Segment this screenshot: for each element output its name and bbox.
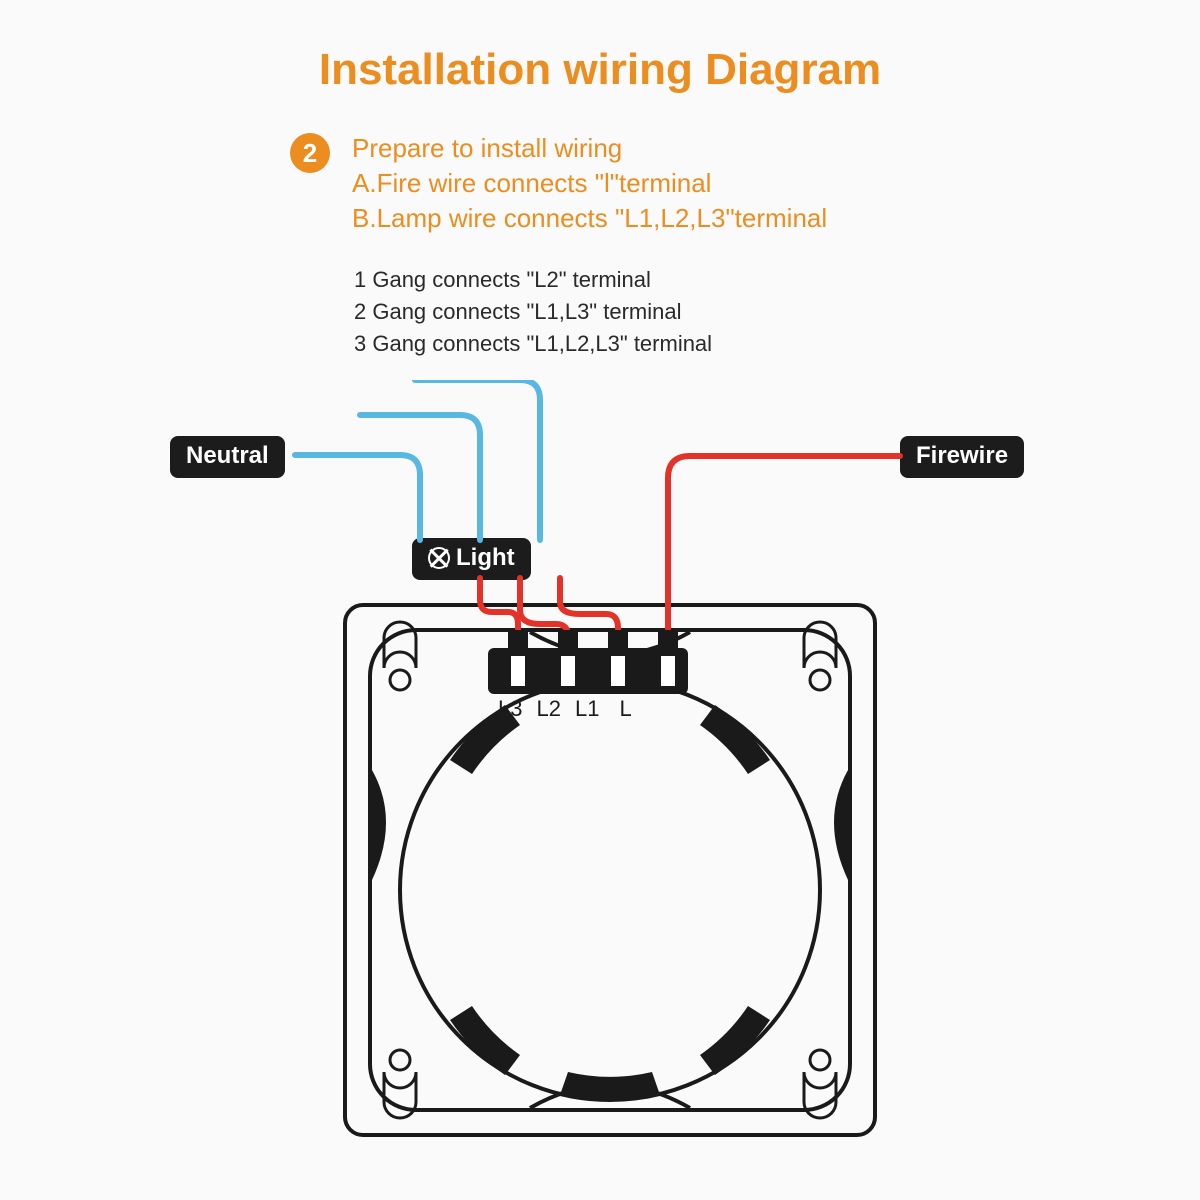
gang-line-3: 3 Gang connects "L1,L2,L3" terminal — [354, 328, 1200, 360]
step-heading: Prepare to install wiring — [352, 131, 827, 166]
terminal-labels: L3 L2 L1 L — [498, 696, 632, 722]
page-title: Installation wiring Diagram — [0, 0, 1200, 95]
step-text: Prepare to install wiring A.Fire wire co… — [352, 131, 827, 236]
wiring-diagram: Neutral Light Firewire L3 L2 L1 L — [100, 380, 1100, 1140]
step-number-badge: 2 — [290, 133, 330, 173]
terminal-l1: L1 — [575, 696, 599, 722]
gang-line-2: 2 Gang connects "L1,L3" terminal — [354, 296, 1200, 328]
diagram-svg — [100, 380, 1100, 1140]
terminal-l3: L3 — [498, 696, 522, 722]
step-block: 2 Prepare to install wiring A.Fire wire … — [290, 131, 1200, 236]
gang-notes: 1 Gang connects "L2" terminal 2 Gang con… — [354, 264, 1200, 360]
step-line-a: A.Fire wire connects "l"terminal — [352, 166, 827, 201]
terminal-l: L — [619, 696, 631, 722]
terminal-l2: L2 — [536, 696, 560, 722]
step-line-b: B.Lamp wire connects "L1,L2,L3"terminal — [352, 201, 827, 236]
gang-line-1: 1 Gang connects "L2" terminal — [354, 264, 1200, 296]
